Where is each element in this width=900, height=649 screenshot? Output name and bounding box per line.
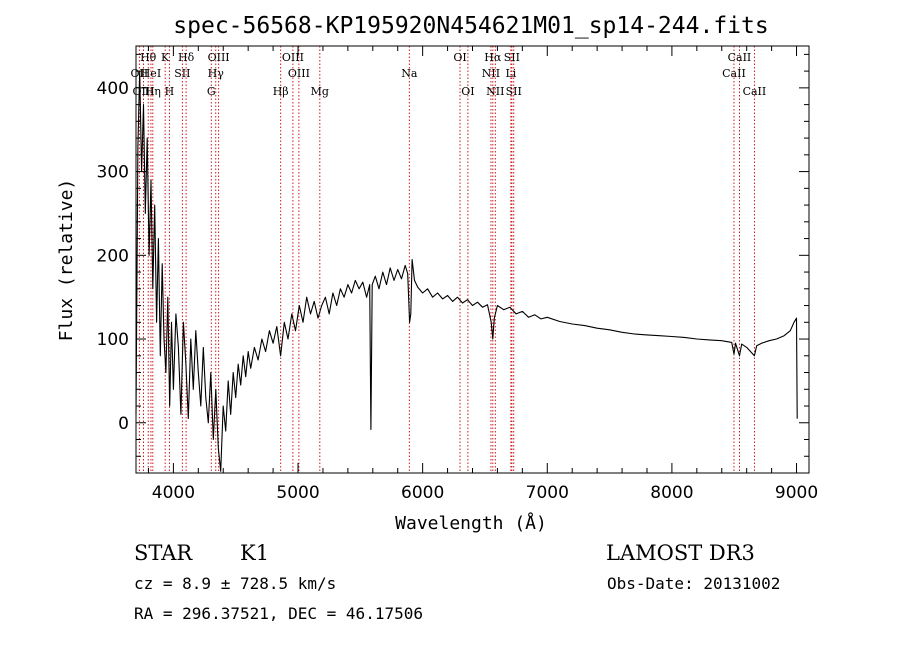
spectral-line-label: CaII [722, 67, 746, 80]
x-tick-label: 8000 [650, 483, 693, 503]
redshift-text: cz = 8.9 ± 728.5 km/s [134, 574, 336, 593]
spectral-line-label: NII [486, 85, 504, 98]
spectral-line-label: Hθ [140, 51, 157, 64]
spectral-line-label: K [161, 51, 170, 64]
spectral-line-label: SII [174, 67, 190, 80]
spectral-line-label: H [165, 85, 175, 98]
y-tick-label: 300 [97, 163, 129, 183]
spectral-line-markers [138, 46, 755, 473]
spectral-line-label: G [207, 85, 216, 98]
spectral-line-label: OIII [208, 51, 230, 64]
y-axis-label: Flux (relative) [56, 179, 77, 342]
spectral-line-label: Hα [484, 51, 502, 64]
spectral-line-label: CaII [728, 51, 752, 64]
spectral-line-label: OIII [282, 51, 304, 64]
spectral-line-label: Hγ [208, 67, 225, 80]
x-tick-label: 5000 [276, 483, 319, 503]
survey-name: LAMOST DR3 [606, 541, 755, 565]
spectral-line-label: NII [482, 67, 500, 80]
x-tick-label: 9000 [775, 483, 818, 503]
y-tick-label: 0 [118, 414, 129, 434]
spectral-line-label: Li [505, 67, 516, 80]
x-axis-ticks: 4000 5000 6000 7000 8000 9000 [147, 46, 818, 503]
spectral-line-label: SII [504, 51, 520, 64]
spectral-line-label: OIII [288, 67, 310, 80]
x-axis-label: Wavelength (Å) [395, 512, 547, 534]
flux-series [135, 70, 798, 472]
y-tick-label: 100 [97, 330, 129, 350]
spectral-line-label: Hβ [273, 85, 289, 98]
plot-frame [135, 45, 810, 474]
x-tick-label: 4000 [152, 483, 195, 503]
spectral-line-label: SII [506, 85, 522, 98]
spectral-line-label: Mg [311, 85, 329, 98]
spectral-line-label: Hδ [178, 51, 195, 64]
spectral-line-label: OI [461, 85, 474, 98]
spectral-line-label: Hη [145, 85, 161, 98]
chart-title: spec-56568-KP195920N454621M01_sp14-244.f… [173, 13, 768, 39]
flux-line [135, 70, 798, 472]
y-tick-label: 400 [97, 79, 129, 99]
x-tick-label: 6000 [401, 483, 444, 503]
coordinates-text: RA = 296.37521, DEC = 46.17506 [134, 604, 423, 623]
obs-date: Obs-Date: 20131002 [607, 574, 780, 593]
object-class: STAR [134, 541, 193, 565]
y-tick-label: 200 [97, 246, 129, 266]
y-axis-ticks: 0 100 200 300 400 [97, 53, 809, 457]
spectral-line-label: HeI [141, 67, 161, 80]
x-tick-label: 7000 [526, 483, 569, 503]
spectral-line-label: Na [401, 67, 418, 80]
spectral-line-label: CaII [743, 85, 767, 98]
spectral-line-label: OI [453, 51, 466, 64]
object-subclass: K1 [240, 541, 269, 565]
